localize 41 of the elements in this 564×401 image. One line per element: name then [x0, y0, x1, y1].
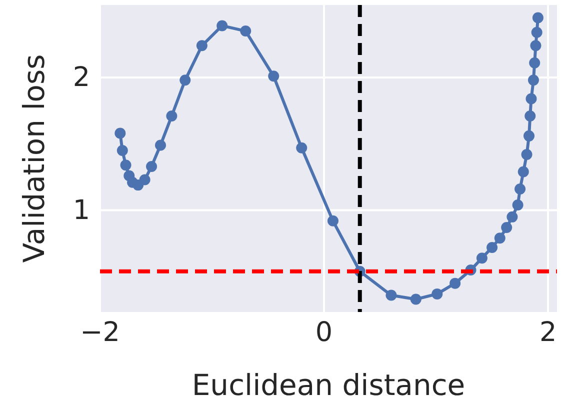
point — [501, 222, 512, 234]
point — [450, 278, 461, 289]
point — [216, 20, 228, 32]
point — [526, 93, 537, 104]
point — [180, 74, 191, 86]
point — [529, 57, 540, 68]
point — [512, 199, 524, 210]
point — [268, 70, 280, 82]
x-tick-label: 2 — [539, 317, 557, 348]
point — [476, 252, 488, 264]
point — [524, 130, 534, 142]
y-tick-label: 1 — [72, 194, 90, 226]
point — [410, 294, 422, 305]
point — [120, 160, 132, 171]
x-tick-label: 0 — [315, 317, 333, 348]
point — [432, 288, 443, 300]
point — [139, 174, 150, 186]
x-axis-title: Euclidean distance — [192, 368, 466, 401]
point — [386, 290, 397, 301]
point — [521, 149, 532, 160]
point — [494, 232, 506, 244]
point — [196, 40, 208, 52]
point — [514, 184, 526, 195]
point — [518, 166, 529, 178]
point — [530, 40, 542, 52]
point — [486, 242, 498, 253]
point — [296, 142, 308, 154]
point — [524, 110, 536, 122]
point — [327, 215, 338, 226]
point — [154, 140, 166, 151]
point — [531, 26, 542, 38]
point — [166, 110, 178, 122]
point — [240, 26, 252, 37]
point — [532, 12, 544, 24]
y-axis-title: Validation loss — [17, 54, 51, 263]
point — [114, 128, 126, 139]
point — [116, 145, 128, 156]
point — [506, 211, 518, 222]
x-tick-label: −2 — [80, 317, 120, 348]
point — [528, 74, 539, 86]
point — [146, 160, 158, 172]
